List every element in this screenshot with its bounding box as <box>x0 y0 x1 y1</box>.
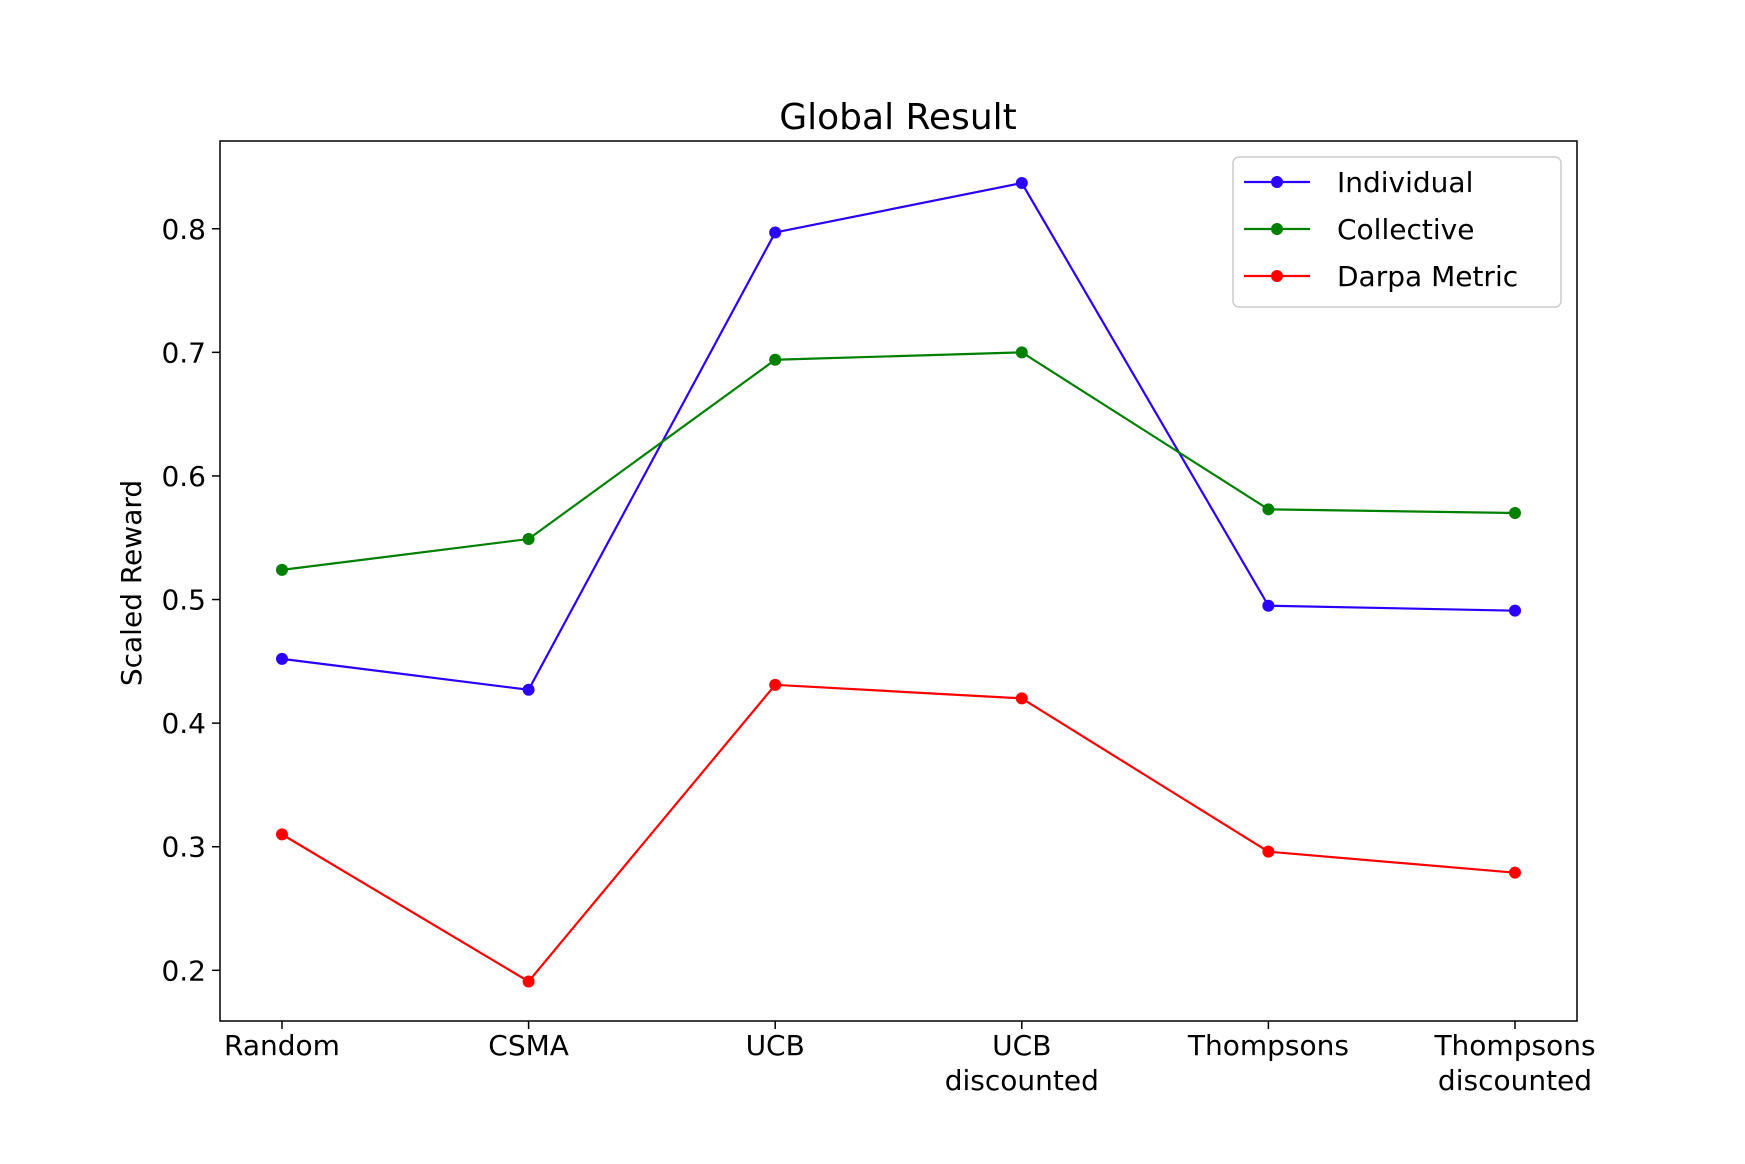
y-axis-ticks: 0.2 0.3 0.4 0.5 0.6 0.7 0.8 <box>161 213 220 987</box>
data-point <box>1015 346 1028 359</box>
data-point <box>769 226 782 239</box>
y-tick-label: 0.8 <box>161 213 206 246</box>
data-point <box>1015 692 1028 705</box>
legend-label: Individual <box>1337 166 1473 199</box>
y-tick-label: 0.4 <box>161 707 206 740</box>
x-tick-label: Thompsons <box>1433 1029 1595 1062</box>
legend-box <box>1232 156 1562 308</box>
chart-title: Global Result <box>779 97 1017 138</box>
legend-swatch-marker <box>1271 223 1283 235</box>
x-tick-label: UCB <box>992 1029 1051 1062</box>
series-layer <box>276 177 1521 988</box>
y-tick-label: 0.6 <box>161 460 206 493</box>
data-point <box>522 683 535 696</box>
y-tick-label: 0.7 <box>161 336 206 369</box>
plot-area-frame <box>219 140 1578 1022</box>
y-axis-label: Scaled Reward <box>115 480 148 686</box>
legend-label: Darpa Metric <box>1337 260 1518 293</box>
y-tick-label: 0.2 <box>161 954 206 987</box>
data-point <box>1262 599 1275 612</box>
data-point <box>522 532 535 545</box>
data-point <box>1262 845 1275 858</box>
data-point <box>1509 507 1521 520</box>
series-line <box>281 181 1516 691</box>
legend-swatch-marker <box>1271 270 1283 282</box>
series-line <box>281 351 1516 571</box>
series-darpa-metric <box>276 678 1521 988</box>
data-point <box>276 828 288 841</box>
y-tick-label: 0.5 <box>161 584 206 617</box>
x-tick-label: UCB <box>746 1029 805 1062</box>
x-tick-label: discounted <box>1438 1064 1592 1097</box>
series-line <box>281 683 1516 983</box>
legend-label: Collective <box>1337 213 1474 246</box>
series-individual <box>276 177 1521 696</box>
series-collective <box>276 346 1521 576</box>
data-point <box>1509 866 1521 879</box>
data-point <box>276 563 288 576</box>
x-tick-label: CSMA <box>488 1029 569 1062</box>
legend: Individual Collective Darpa Metric <box>1232 156 1562 308</box>
x-tick-label: Thompsons <box>1187 1029 1349 1062</box>
y-tick-label: 0.3 <box>161 831 206 864</box>
data-point <box>276 652 288 665</box>
x-tick-label: Random <box>224 1029 340 1062</box>
x-tick-label: discounted <box>945 1064 1099 1097</box>
data-point <box>1262 503 1275 516</box>
data-point <box>769 678 782 691</box>
data-point <box>1509 604 1521 617</box>
data-point <box>1015 177 1028 190</box>
legend-swatch-marker <box>1271 176 1283 188</box>
data-point <box>769 353 782 366</box>
data-point <box>522 975 535 988</box>
